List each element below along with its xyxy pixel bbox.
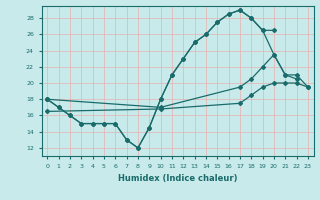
X-axis label: Humidex (Indice chaleur): Humidex (Indice chaleur) xyxy=(118,174,237,183)
